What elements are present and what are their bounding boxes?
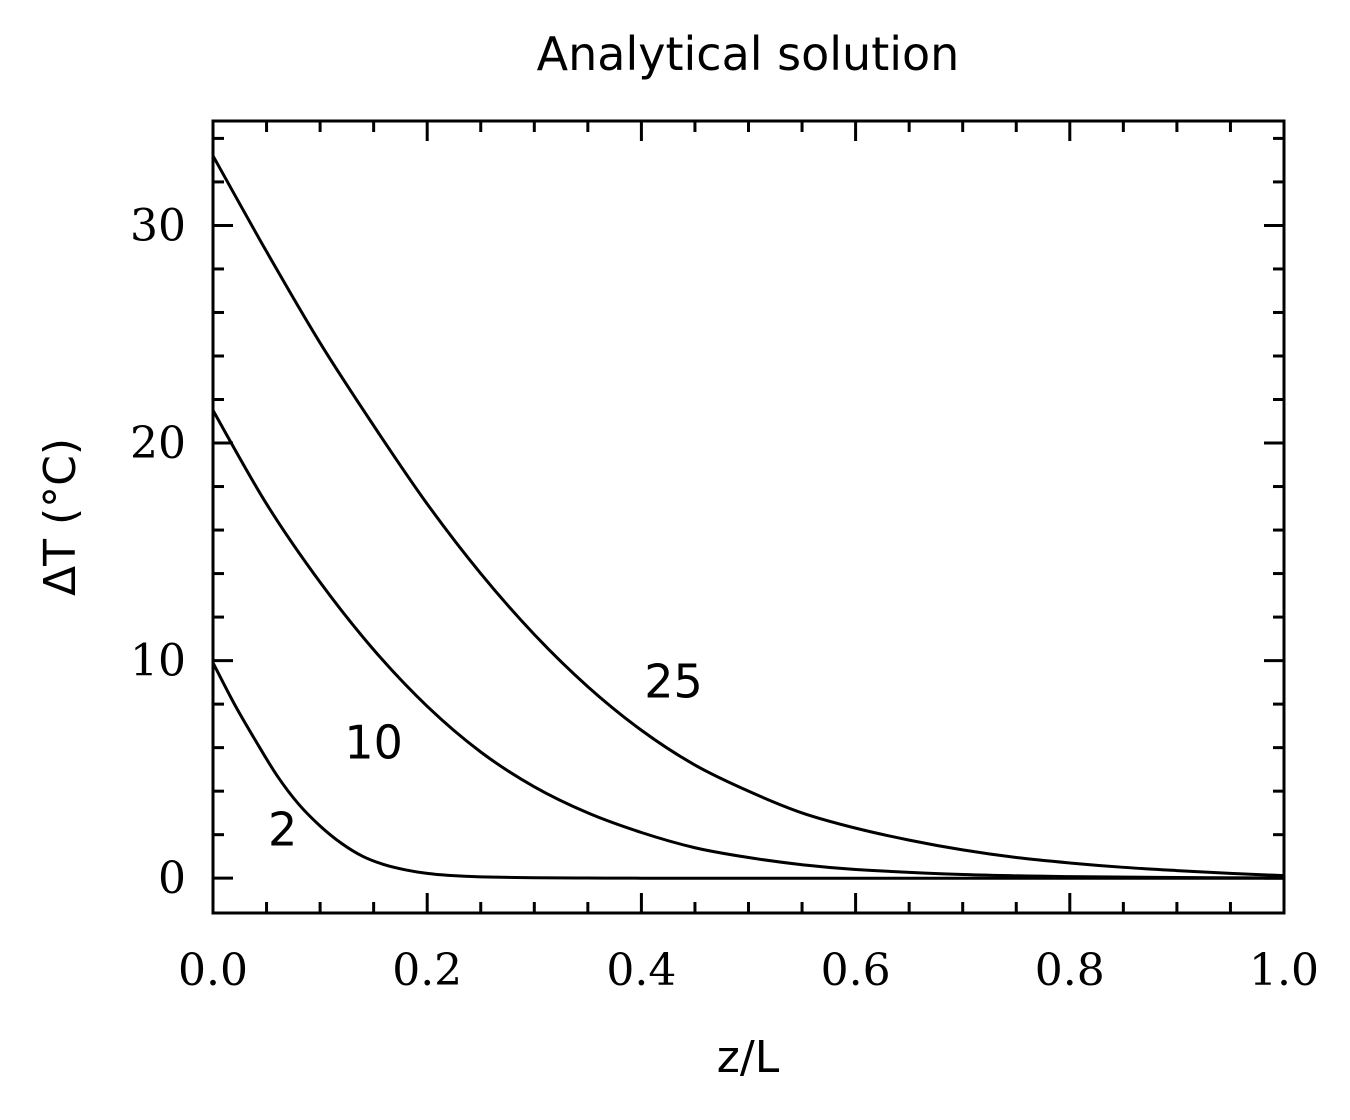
series-label-10: 10	[344, 716, 403, 770]
y-tick-label: 20	[130, 418, 186, 469]
x-tick-label: 0.2	[392, 945, 462, 996]
x-tick-label: 0.0	[178, 945, 248, 996]
ticks-layer	[211, 121, 1286, 913]
series-line-2	[211, 662, 1284, 880]
y-tick-label: 10	[130, 636, 186, 687]
plot-frame	[211, 119, 1286, 915]
series-line-25	[211, 155, 1285, 878]
labels-layer: 0.0 0.2 0.4 0.6 0.8 1.0 0 10 20 30 2 10 25	[130, 200, 1319, 996]
x-tick-label: 0.6	[821, 945, 891, 996]
curves-layer	[211, 155, 1285, 880]
y-tick-label: 0	[158, 853, 186, 904]
chart-title: Analytical solution	[537, 27, 960, 81]
x-tick-label: 0.4	[606, 945, 676, 996]
series-label-25: 25	[644, 655, 703, 709]
y-axis-label: ΔT (°C)	[35, 438, 86, 596]
series-label-2: 2	[268, 803, 297, 857]
series-line-10	[211, 409, 1285, 880]
x-axis-label: z/L	[717, 1032, 780, 1083]
x-tick-label: 1.0	[1249, 945, 1319, 996]
x-tick-label: 0.8	[1035, 945, 1105, 996]
y-tick-label: 30	[130, 200, 186, 251]
